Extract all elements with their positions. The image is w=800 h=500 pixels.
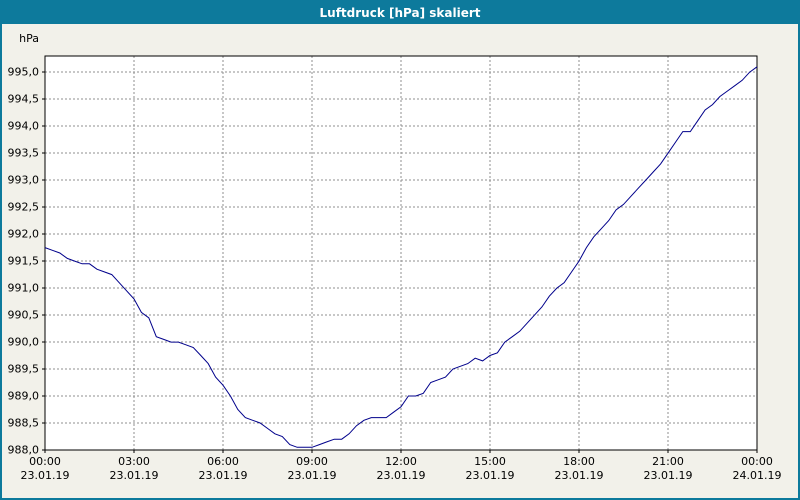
y-axis-label: 992,0 [8,228,40,241]
x-axis-time-label: 06:00 [207,455,239,468]
pressure-series-line [44,66,758,448]
y-axis-label: 993,0 [8,174,40,187]
pressure-chart-svg: 988,0 988,5 989,0 989,5 990,0 990,5 991,0 991,5… [8,32,782,482]
y-axis-label: 990,5 [8,309,40,322]
x-axis-date-label: 23.01.19 [377,469,426,482]
x-axis-time-label: 15:00 [474,455,506,468]
y-axis-label: 990,0 [8,336,40,349]
x-axis-time-label: 00:00 [741,455,773,468]
x-axis-time-label: 03:00 [118,455,150,468]
y-axis-label: 992,5 [8,201,40,214]
y-axis-label: 991,0 [8,282,40,295]
x-axis-date-label: 23.01.19 [466,469,515,482]
y-axis-label: 989,0 [8,390,40,403]
x-axis-time-label: 18:00 [563,455,595,468]
x-axis-time-label: 12:00 [385,455,417,468]
y-axis-unit-label: hPa [19,32,39,45]
y-axis-label: 994,0 [8,120,40,133]
x-axis-time-label: 00:00 [29,455,61,468]
x-axis-time-label: 09:00 [296,455,328,468]
x-axis-date-label: 23.01.19 [288,469,337,482]
x-axis-time-label: 21:00 [652,455,684,468]
x-axis-date-label: 23.01.19 [644,469,693,482]
y-axis-label: 988,0 [8,444,40,457]
y-axis-label: 994,5 [8,93,40,106]
x-axis-date-label: 23.01.19 [199,469,248,482]
y-axis-label: 995,0 [8,66,40,79]
x-axis-date-label: 23.01.19 [21,469,70,482]
x-axis-date-label: 23.01.19 [555,469,604,482]
window-title: Luftdruck [hPa] skaliert [319,6,481,20]
window-title-bar[interactable]: Luftdruck [hPa] skaliert [2,2,798,24]
y-axis-label: 993,5 [8,147,40,160]
y-axis-label: 988,5 [8,417,40,430]
x-axis-date-label: 24.01.19 [733,469,782,482]
y-axis-label: 989,5 [8,363,40,376]
x-axis-date-label: 23.01.19 [110,469,159,482]
y-axis-label: 991,5 [8,255,40,268]
chart-area: 988,0 988,5 989,0 989,5 990,0 990,5 991,0 991,5… [2,24,798,498]
